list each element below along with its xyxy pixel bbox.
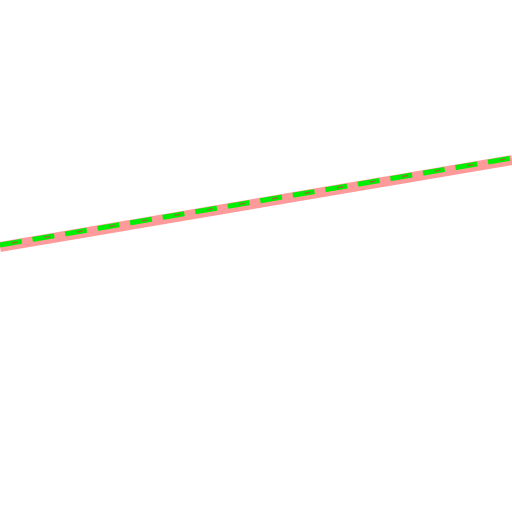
dashed-path (0, 155, 512, 248)
